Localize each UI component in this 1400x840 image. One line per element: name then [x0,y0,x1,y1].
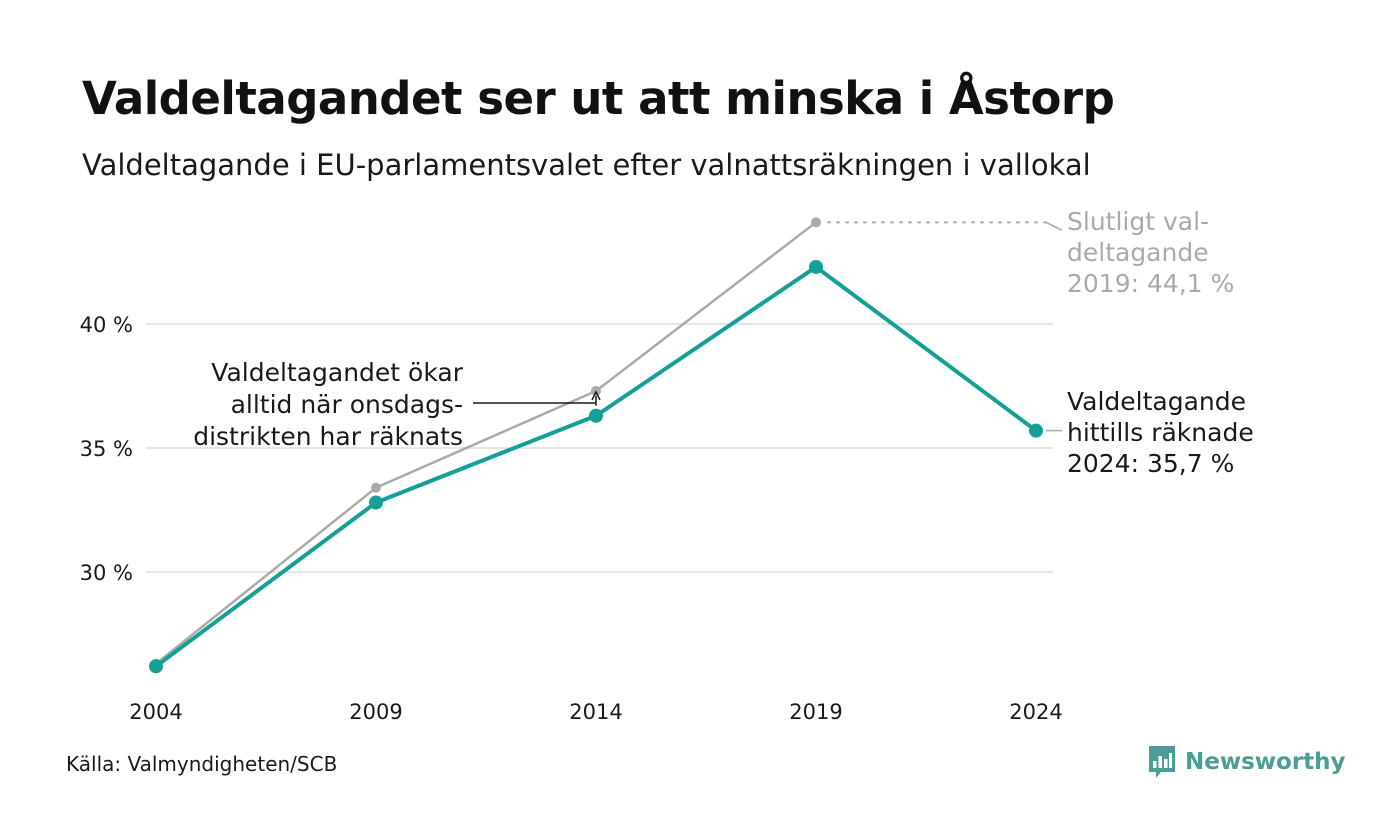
x-tick-label-2009: 2009 [349,700,402,724]
connector-note2014-arrowhead [591,390,601,401]
point-preliminary-2019 [809,259,823,274]
annotation-final2019-line-0: Slutligt val- [1067,207,1209,236]
point-preliminary-2009 [369,495,383,510]
series [149,217,1043,674]
newsworthy-logo: Newsworthy [1147,744,1346,780]
series-line-final [155,221,817,665]
x-tick-label-2024: 2024 [1009,700,1062,724]
annotation-prelim2024-line-2: 2024: 35,7 % [1067,449,1234,478]
series-line-preliminary [154,264,1038,668]
x-tick-label-2014: 2014 [569,700,622,724]
x-tick-label-2019: 2019 [789,700,842,724]
annotation-note2014-line-1: alltid när onsdags- [231,390,463,419]
y-tick-label-30: 30 % [80,561,133,585]
chart-subtitle: Valdeltagande i EU-parlamentsvalet efter… [82,148,1091,182]
source-note: Källa: Valmyndigheten/SCB [66,752,338,776]
annotation-final2019-line-2: 2019: 44,1 % [1067,269,1234,298]
point-final-2009 [371,482,381,493]
annotation-prelim2024-line-1: hittills räknade [1067,418,1254,447]
y-tick-label-35: 35 % [80,437,133,461]
y-tick-label-40: 40 % [80,313,133,337]
gridlines [146,323,1053,573]
annotation-note2014-line-0: Valdeltagandet ökar [211,358,463,387]
point-preliminary-2024 [1029,423,1043,438]
annotation-final2019-line-1: deltagande [1067,238,1209,267]
y-axis-tick-labels: 30 % 35 % 40 % [80,313,133,585]
point-preliminary-2004 [149,659,163,674]
x-axis-tick-labels: 2004 2009 2014 2019 2024 [129,700,1062,724]
point-preliminary-2014 [589,408,603,423]
bar-chart-logo-icon [1149,746,1175,778]
connector-final2019-tick [1045,221,1063,231]
annotation-note2014-line-2: distrikten har räknats [193,422,463,451]
logo-text: Newsworthy [1185,749,1346,775]
point-final-2019 [811,217,821,228]
chart-title: Valdeltagandet ser ut att minska i Åstor… [82,72,1115,125]
annotation-prelim2024-line-0: Valdeltagande [1067,387,1246,416]
x-tick-label-2004: 2004 [129,700,182,724]
